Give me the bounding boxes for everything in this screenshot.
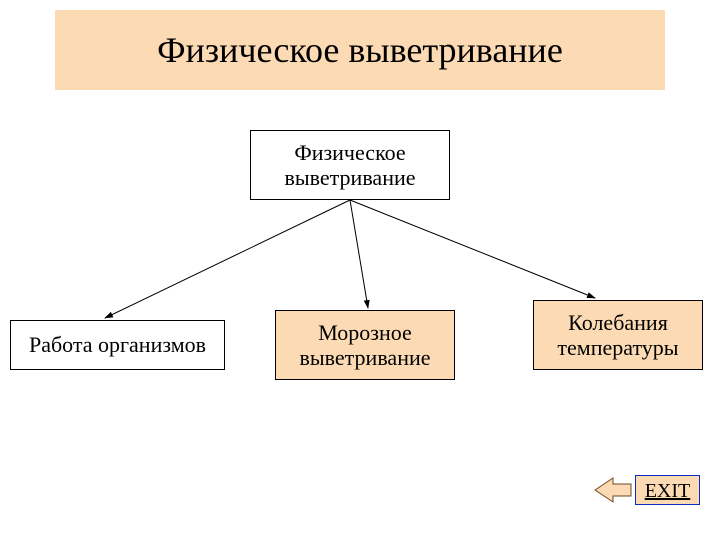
child-node-organisms: Работа организмов [10,320,225,370]
exit-group: EXIT [593,475,700,505]
exit-button-label: EXIT [645,480,691,502]
back-arrow-icon[interactable] [593,475,633,505]
arrow-line [105,200,350,318]
child-node-temperature: Колебания температуры [533,300,703,370]
child-node-label: Колебания температуры [557,310,678,361]
child-node-label: Морозное выветривание [299,320,430,371]
root-node: Физическое выветривание [250,130,450,200]
slide-title-text: Физическое выветривание [157,29,563,71]
root-node-label: Физическое выветривание [284,140,415,191]
arrow-line [350,200,368,308]
child-node-label: Работа организмов [29,332,206,357]
arrow-line [350,200,595,298]
exit-button[interactable]: EXIT [635,475,700,505]
slide-title: Физическое выветривание [55,10,665,90]
child-node-frost: Морозное выветривание [275,310,455,380]
